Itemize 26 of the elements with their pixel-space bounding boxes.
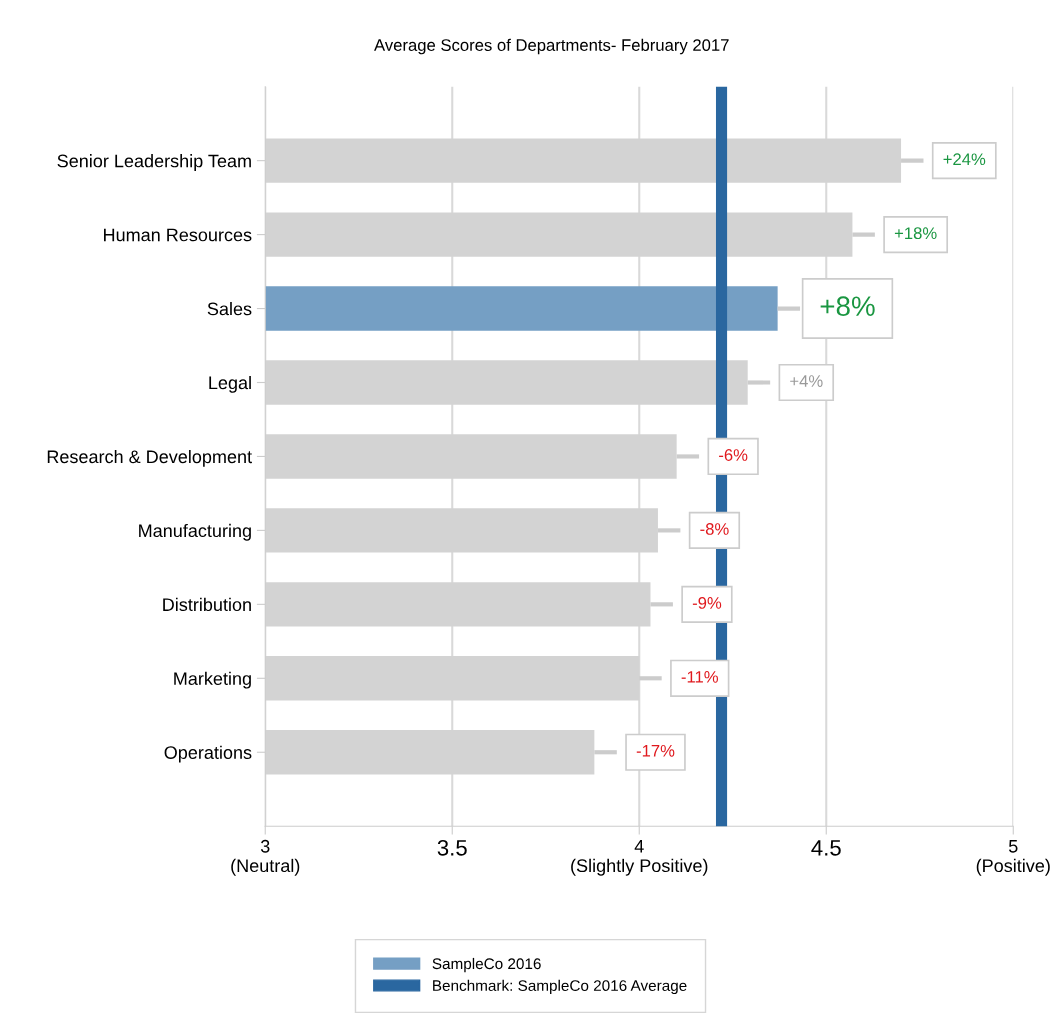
y-tick-label: Marketing: [174, 671, 251, 689]
x-tick-label: 3 (Neutral): [231, 839, 300, 876]
x-tick-label: 5 (Positive): [976, 840, 1050, 876]
annotation: -6%: [719, 449, 748, 461]
annotation: -11%: [681, 671, 719, 683]
annotation: -8%: [700, 523, 729, 535]
x-tick-label: 3.5: [437, 839, 467, 856]
y-tick-label: Human Resources: [104, 228, 252, 242]
annotation: +8%: [820, 296, 875, 317]
legend-label: SampleCo 2016: [432, 957, 541, 973]
legend-label: Benchmark: SampleCo 2016 Average: [433, 979, 687, 995]
y-tick-label: Legal: [209, 375, 251, 393]
y-tick-label: Operations: [164, 745, 252, 763]
annotation: -17%: [636, 744, 675, 757]
x-tick-label: 4.5: [811, 840, 841, 856]
y-tick-label: Research & Development: [47, 449, 252, 467]
annotation: +18%: [894, 227, 937, 240]
chart-subtitle: Average Scores of Departments- February 2017: [374, 38, 729, 55]
x-tick-label: 4 (Slightly Positive): [571, 840, 708, 876]
annotation: +24%: [943, 153, 986, 166]
y-tick-label: Sales: [207, 302, 252, 316]
y-tick-label: Distribution: [163, 597, 251, 612]
annotation: -9%: [692, 597, 722, 609]
annotation: +4%: [790, 375, 823, 387]
y-tick-label: Senior Leadership Team: [57, 154, 251, 171]
y-tick-label: Manufacturing: [139, 523, 251, 541]
